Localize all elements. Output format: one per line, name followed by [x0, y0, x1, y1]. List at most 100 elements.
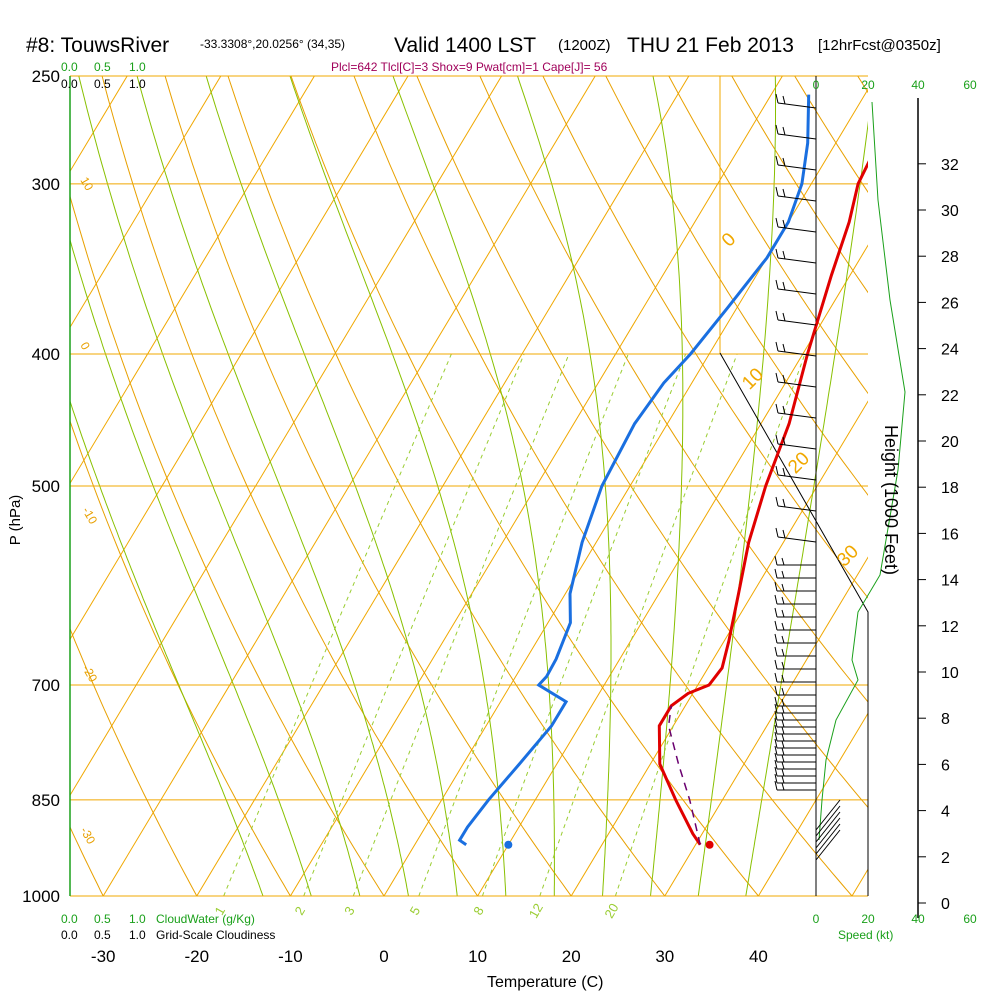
temperature-tick-label: 20	[562, 947, 581, 966]
moist-adiabat-line	[392, 76, 555, 896]
height-tick-label: 32	[941, 157, 959, 174]
wind-barb-feather	[774, 752, 778, 763]
moist-adiabat-line	[136, 76, 410, 896]
height-tick-label: 12	[941, 619, 959, 636]
moist-adiabat-line	[745, 120, 868, 896]
wind-barb-staff	[777, 102, 817, 109]
temperature-tick-label: 0	[379, 947, 388, 966]
wind-barb-feather	[774, 724, 778, 735]
mixing-ratio-label: 5	[407, 904, 424, 918]
speed-scale-top: 40	[911, 78, 925, 92]
wind-barb-staff	[777, 226, 817, 233]
dry-adiabat-line	[70, 419, 291, 896]
mixing-ratio-label: 12	[526, 901, 546, 921]
wind-barb-feather	[774, 594, 778, 605]
wind-barb-feather	[781, 705, 785, 714]
cloud-water-scale-bottom: 0.0	[61, 912, 78, 926]
isotherm-label: 0	[718, 229, 740, 251]
wind-barb-feather	[782, 157, 786, 167]
dry-adiabat-line	[967, 52, 1000, 925]
speed-scale-bottom: 60	[963, 912, 977, 926]
cloudiness-scale-top: 0.5	[94, 77, 111, 91]
wind-barb-feather	[774, 581, 778, 592]
height-tick-label: 30	[941, 203, 959, 220]
wind-barb-lower	[815, 817, 841, 849]
wind-barb-feather	[781, 754, 785, 763]
cloud-water-scale-top: 0.5	[94, 60, 111, 74]
wind-barb-feather	[775, 124, 779, 135]
mixing-ratio-line	[352, 353, 570, 896]
surface-temperature-point	[705, 840, 714, 849]
wind-barb-feather	[782, 374, 786, 384]
height-tick-label: 14	[941, 573, 959, 590]
cloud-water-scale-top: 1.0	[129, 60, 146, 74]
parcel-path	[667, 705, 701, 845]
wind-barb-feather	[782, 250, 786, 260]
wind-barb-feather	[774, 745, 778, 756]
temperature-tick-label: 10	[468, 947, 487, 966]
wind-barb-feather	[774, 696, 778, 707]
moist-adiabat-line	[78, 76, 361, 896]
isotherm-label: 30	[833, 541, 863, 571]
wind-barb-feather	[781, 740, 785, 749]
wind-barb-feather	[781, 674, 785, 683]
dry-adiabat-label: 0	[77, 340, 93, 353]
dry-adiabat-line	[857, 76, 868, 94]
wind-barb-staff	[777, 288, 817, 295]
speed-scale-bottom: 40	[911, 912, 925, 926]
dry-adiabat-line	[70, 825, 104, 896]
height-tick-label: 0	[941, 896, 950, 913]
wind-barb-feather	[781, 698, 785, 707]
wind-barb-feather	[781, 609, 785, 618]
wind-barb-staff	[777, 257, 817, 264]
pressure-tick-label: 400	[32, 345, 60, 364]
height-tick-label: 10	[941, 665, 959, 682]
wind-barb-feather	[774, 759, 778, 770]
height-tick-label: 4	[941, 804, 950, 821]
pressure-tick-label: 300	[32, 175, 60, 194]
wind-barb-feather	[775, 186, 779, 197]
cloudiness-label: Grid-Scale Cloudiness	[156, 928, 275, 942]
surface-dewpoint-point	[504, 840, 513, 849]
wind-barb-feather	[781, 648, 785, 657]
height-tick-label: 18	[941, 480, 959, 497]
cloudiness-scale-bottom: 1.0	[129, 928, 146, 942]
mixing-ratio-line	[418, 353, 629, 896]
height-tick-label: 8	[941, 711, 950, 728]
wind-barb-staff	[777, 164, 817, 171]
dry-adiabat-line	[70, 627, 198, 896]
pressure-tick-label: 850	[32, 791, 60, 810]
wind-barb-feather	[781, 583, 785, 592]
station-coords: -33.3308°,20.0256° (34,35)	[200, 37, 345, 51]
y-axis-title: P (hPa)	[7, 495, 24, 546]
temperature-tick-label: 40	[749, 947, 768, 966]
cloud-water-profile	[818, 101, 906, 841]
wind-barb-feather	[775, 434, 779, 445]
height-tick-label: 6	[941, 757, 950, 774]
wind-barb-feather	[775, 217, 779, 228]
mixing-ratio-line	[223, 353, 452, 896]
wind-barb-feather	[774, 633, 778, 644]
wind-barb-feather	[775, 403, 779, 414]
moist-adiabat-line	[289, 76, 507, 896]
wind-barb-staff	[777, 381, 817, 388]
wind-barb-feather	[782, 95, 786, 105]
dry-adiabat-line	[290, 76, 760, 896]
wind-barb-feather	[781, 726, 785, 735]
isotherm-line	[851, 868, 868, 896]
height-tick-label: 16	[941, 526, 959, 543]
wind-barb-feather	[781, 712, 785, 721]
cloudiness-scale-top: 1.0	[129, 77, 146, 91]
moist-adiabat-line	[205, 76, 458, 896]
wind-barb-feather	[774, 555, 778, 566]
wind-barb-staff	[777, 133, 817, 140]
moist-adiabat-line	[70, 238, 312, 896]
temperature-tick-label: -10	[278, 947, 303, 966]
wind-barb-staff	[777, 412, 817, 419]
wind-barb-feather	[775, 465, 779, 476]
wind-barb-feather	[775, 527, 779, 538]
wind-barb-feather	[781, 557, 785, 566]
wind-barb-feather	[774, 685, 778, 696]
